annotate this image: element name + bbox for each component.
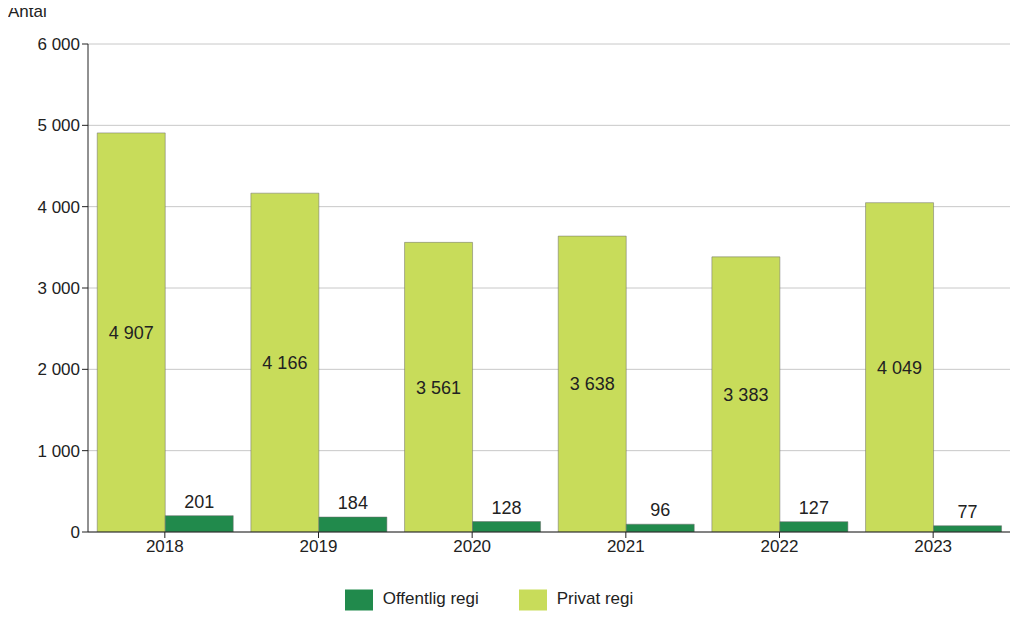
svg-text:184: 184	[338, 493, 368, 513]
svg-text:3 638: 3 638	[570, 374, 615, 394]
svg-text:4 166: 4 166	[262, 353, 307, 373]
html-text:Antal: Antal	[8, 2, 47, 21]
svg-text:4 907: 4 907	[109, 323, 154, 343]
svg-text:2020: 2020	[453, 537, 491, 556]
svg-text:201: 201	[184, 492, 214, 512]
svg-text:2 000: 2 000	[37, 360, 80, 379]
svg-text:77: 77	[958, 502, 978, 522]
svg-text:0: 0	[71, 523, 80, 542]
svg-text:128: 128	[492, 498, 522, 518]
svg-text:96: 96	[650, 500, 670, 520]
svg-text:2018: 2018	[146, 537, 184, 556]
svg-text:3 561: 3 561	[416, 378, 461, 398]
svg-text:2022: 2022	[761, 537, 799, 556]
svg-text:2023: 2023	[914, 537, 952, 556]
svg-text:3 000: 3 000	[37, 279, 80, 298]
svg-text:3 383: 3 383	[723, 385, 768, 405]
svg-text:1 000: 1 000	[37, 442, 80, 461]
svg-text:127: 127	[799, 498, 829, 518]
svg-text:4 000: 4 000	[37, 198, 80, 217]
svg-text:4 049: 4 049	[877, 358, 922, 378]
html-text:Privat regi: Privat regi	[556, 589, 634, 609]
html-text:Offentlig regi: Offentlig regi	[382, 589, 479, 609]
svg-text:5 000: 5 000	[37, 116, 80, 135]
svg-text:2021: 2021	[607, 537, 645, 556]
svg-text:2019: 2019	[300, 537, 338, 556]
svg-text:6 000: 6 000	[37, 35, 80, 54]
